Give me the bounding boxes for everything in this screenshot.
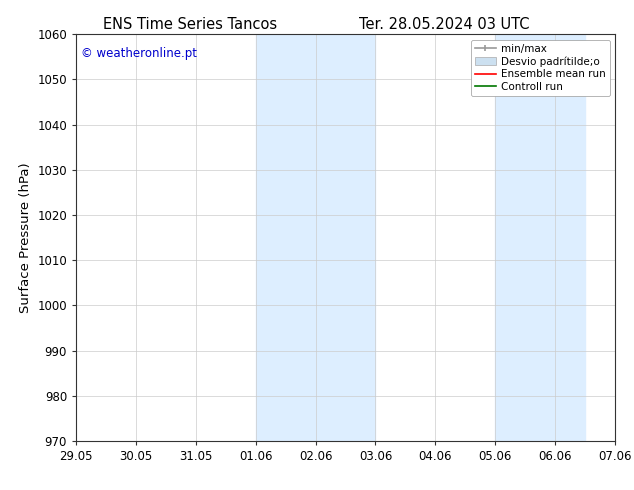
Bar [256, 34, 375, 441]
Y-axis label: Surface Pressure (hPa): Surface Pressure (hPa) [19, 162, 32, 313]
Text: ENS Time Series Tancos: ENS Time Series Tancos [103, 17, 277, 32]
Legend: min/max, Desvio padrítilde;o, Ensemble mean run, Controll run: min/max, Desvio padrítilde;o, Ensemble m… [470, 40, 610, 96]
Text: © weatheronline.pt: © weatheronline.pt [81, 47, 197, 59]
Text: Ter. 28.05.2024 03 UTC: Ter. 28.05.2024 03 UTC [359, 17, 529, 32]
Bar [495, 34, 585, 441]
